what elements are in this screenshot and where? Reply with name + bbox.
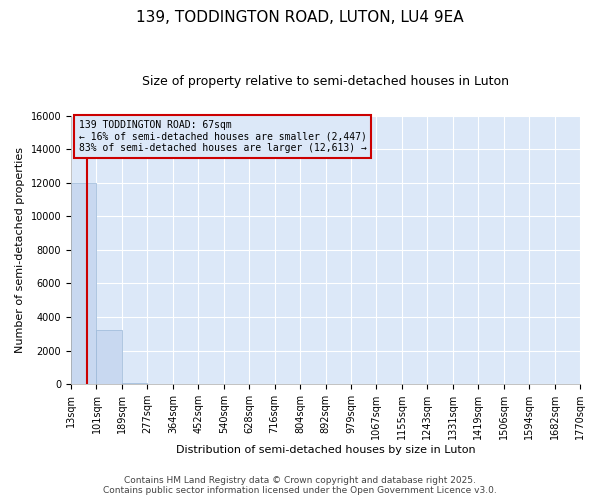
Text: 139, TODDINGTON ROAD, LUTON, LU4 9EA: 139, TODDINGTON ROAD, LUTON, LU4 9EA <box>136 10 464 25</box>
Y-axis label: Number of semi-detached properties: Number of semi-detached properties <box>15 147 25 353</box>
Bar <box>122 382 148 384</box>
Title: Size of property relative to semi-detached houses in Luton: Size of property relative to semi-detach… <box>142 75 509 88</box>
X-axis label: Distribution of semi-detached houses by size in Luton: Distribution of semi-detached houses by … <box>176 445 475 455</box>
Text: Contains HM Land Registry data © Crown copyright and database right 2025.
Contai: Contains HM Land Registry data © Crown c… <box>103 476 497 495</box>
Bar <box>71 182 97 384</box>
Bar <box>97 330 122 384</box>
Text: 139 TODDINGTON ROAD: 67sqm
← 16% of semi-detached houses are smaller (2,447)
83%: 139 TODDINGTON ROAD: 67sqm ← 16% of semi… <box>79 120 367 153</box>
